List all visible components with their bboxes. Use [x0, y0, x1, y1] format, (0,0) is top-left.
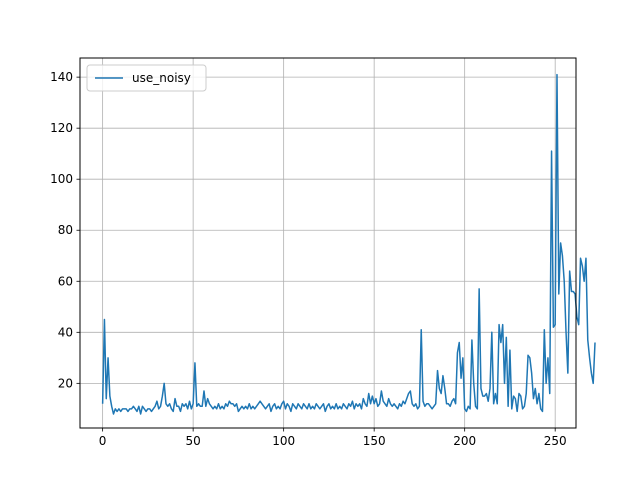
x-tick-label: 0	[99, 434, 107, 448]
y-tick-label: 40	[58, 325, 73, 339]
x-tick-label: 50	[185, 434, 200, 448]
y-tick-label: 60	[58, 274, 73, 288]
x-tick-label: 250	[544, 434, 567, 448]
series-line-use_noisy	[101, 73, 596, 415]
x-tick-label: 150	[363, 434, 386, 448]
plot-area	[80, 58, 576, 428]
legend-label: use_noisy	[132, 71, 191, 85]
x-tick-label: 100	[272, 434, 295, 448]
legend-box	[86, 64, 207, 92]
y-tick-label: 20	[58, 376, 73, 390]
y-tick-label: 100	[50, 172, 73, 186]
y-tick-label: 80	[58, 223, 73, 237]
grid	[80, 58, 576, 428]
y-tick-label: 120	[50, 121, 73, 135]
y-axis: 20 40 60 80 100 120 140	[50, 70, 80, 390]
y-tick-label: 140	[50, 70, 73, 84]
plot-frame	[79, 57, 577, 429]
x-tick-label: 200	[453, 434, 476, 448]
series-layer	[101, 73, 596, 415]
legend: use_noisy	[86, 64, 207, 92]
x-axis: 0 50 100 150 200 250	[99, 428, 567, 448]
